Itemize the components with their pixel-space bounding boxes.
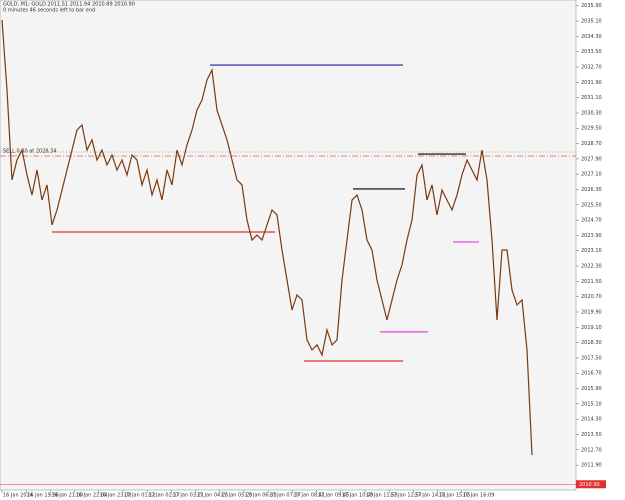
y-tick-label: 2021.50 [581,279,602,285]
x-tick-label: 17 Jan 14:01 [414,493,446,499]
last-price-label: 2010.90 [579,482,600,488]
y-tick-label: 2013.50 [581,432,602,438]
y-tick-label: 2033.50 [581,49,602,55]
x-tick-label: 17 Jan 01:12 [124,493,156,499]
x-tick-label: 17 Jan 04:25 [197,493,229,499]
y-tick-label: 2015.90 [581,386,602,392]
x-tick-label: 17 Jan 08:41 [293,493,325,499]
y-tick-label: 2029.50 [581,126,602,132]
chart-subtitle: 0 minutes 46 seconds left to bar end [3,8,95,14]
y-tick-label: 2023.10 [581,248,602,254]
y-tick-label: 2016.70 [581,371,602,377]
x-tick-label: 16 Jan 19:56 [27,493,59,499]
y-tick-label: 2035.90 [581,3,602,9]
order-label: SELL 0.30 at 2028.34 [3,148,57,154]
x-tick-label: 17 Jan 16:09 [463,493,495,499]
y-tick-label: 2023.90 [581,233,602,239]
x-tick-label: 17 Jan 15:05 [439,493,471,499]
x-tick-label: 16 Jan 21:00 [51,493,83,499]
y-tick-label: 2034.30 [581,34,602,40]
x-tick-label: 16 Jan 23:08 [100,493,132,499]
y-tick-label: 2017.50 [581,355,602,361]
y-tick-label: 2027.90 [581,156,602,162]
y-tick-label: 2012.70 [581,447,602,453]
y-tick-label: 2032.70 [581,64,602,70]
y-tick-label: 2024.70 [581,218,602,224]
y-tick-label: 2018.30 [581,340,602,346]
x-tick-label: 17 Jan 11:53 [366,493,398,499]
plot-area [0,0,577,491]
y-tick-label: 2030.30 [581,110,602,116]
price-line [1,19,533,456]
y-tick-label: 2027.10 [581,172,602,178]
y-tick-label: 2019.90 [581,309,602,315]
x-tick-label: 17 Jan 05:29 [221,493,253,499]
y-tick-label: 2015.10 [581,401,602,407]
y-tick-label: 2025.50 [581,202,602,208]
x-tick-label: 17 Jan 07:37 [269,493,301,499]
x-tick-label: 17 Jan 02:17 [148,493,180,499]
y-tick-label: 2022.30 [581,264,602,270]
chart-title: GOLD, M1: GOLD 2011.51 2011.94 2010.89 2… [3,2,135,8]
x-tick-label: 17 Jan 09:45 [318,493,350,499]
last-price-box [576,480,606,489]
y-tick-label: 2035.10 [581,19,602,25]
x-tick-label: 17 Jan 06:33 [245,493,277,499]
x-tick-label: 17 Jan 10:49 [342,493,374,499]
y-tick-label: 2028.70 [581,141,602,147]
y-tick-label: 2019.10 [581,325,602,331]
y-tick-label: 2011.90 [581,463,602,469]
y-tick-label: 2020.70 [581,294,602,300]
y-tick-label: 2014.30 [581,417,602,423]
x-tick-label: 16 Jan 22:04 [76,493,108,499]
y-tick-label: 2026.30 [581,187,602,193]
x-tick-label: 17 Jan 03:21 [172,493,204,499]
x-tick-label: 16 Jan 2024 [3,493,33,499]
y-tick-label: 2031.90 [581,80,602,86]
y-tick-label: 2031.10 [581,95,602,101]
x-tick-label: 17 Jan 12:57 [390,493,422,499]
